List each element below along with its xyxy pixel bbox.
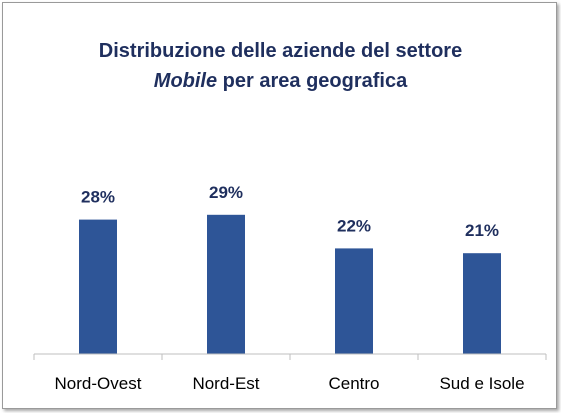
chart-title-rest: per area geografica [217,70,408,92]
data-label: 28% [81,188,115,207]
x-tick-label: Sud e Isole [439,374,524,393]
chart-title-line2: Mobile per area geografica [0,66,561,96]
bar-sud-e-isole [463,253,501,354]
bar-centro [335,248,373,354]
x-tick-label: Nord-Est [192,374,259,393]
x-tick-label: Nord-Ovest [55,374,142,393]
bar-nord-ovest [79,219,117,354]
data-label: 22% [337,216,371,235]
data-label: 29% [209,183,243,202]
chart-title-italic: Mobile [153,70,218,92]
x-tick-label: Centro [328,374,379,393]
chart-title-line1: Distribuzione delle aziende del settore [98,40,463,62]
chart-title: Distribuzione delle aziende del settore … [0,36,561,96]
data-label: 21% [465,221,499,240]
bar-nord-est [207,214,245,354]
